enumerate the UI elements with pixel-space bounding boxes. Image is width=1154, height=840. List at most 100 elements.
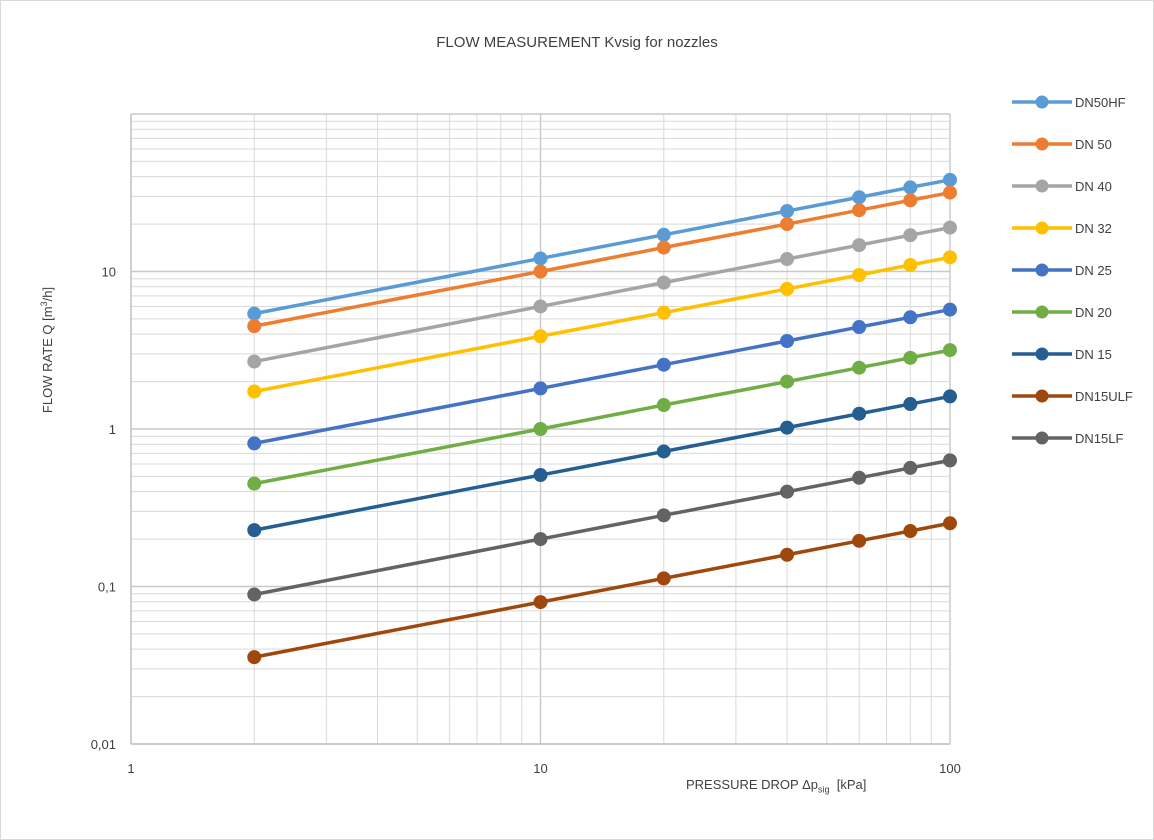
data-point	[780, 420, 795, 435]
data-point	[903, 180, 918, 195]
data-point	[247, 476, 262, 491]
y-axis-label-suffix: /h]	[40, 286, 56, 302]
data-point	[247, 384, 262, 399]
data-point	[852, 320, 867, 335]
data-point	[943, 516, 957, 531]
data-point	[780, 204, 795, 219]
data-point	[533, 595, 548, 610]
x-axis-label: PRESSURE DROP Δpsig [kPa]	[686, 777, 866, 795]
data-point	[943, 389, 957, 404]
data-point	[533, 299, 548, 314]
data-point	[903, 524, 918, 539]
data-point	[852, 238, 867, 253]
data-point	[903, 257, 918, 272]
data-point	[943, 343, 957, 358]
data-point	[533, 264, 548, 279]
data-point	[247, 587, 262, 602]
data-point	[903, 397, 918, 412]
series-group	[247, 172, 957, 665]
data-point	[656, 227, 671, 242]
data-point	[780, 334, 795, 349]
legend-marker	[1035, 347, 1049, 361]
series-line	[253, 307, 951, 446]
x-tick-label: 1	[127, 761, 134, 776]
data-point	[852, 406, 867, 421]
legend-label: DN50HF	[1075, 95, 1126, 110]
data-point	[656, 240, 671, 255]
legend-marker	[1035, 263, 1049, 277]
axes: 1 10 100 0,01 0,1 1 10	[91, 114, 961, 776]
x-axis-label-prefix: PRESSURE DROP Δp	[686, 777, 818, 792]
y-axis-label-prefix: FLOW RATE Q [m	[40, 306, 56, 414]
data-point	[533, 329, 548, 344]
y-axis-label-sup: 3	[38, 301, 49, 307]
legend-marker	[1035, 305, 1049, 319]
legend-label: DN15ULF	[1075, 389, 1133, 404]
data-point	[533, 422, 548, 436]
data-point	[852, 470, 867, 485]
data-point	[533, 251, 548, 266]
data-point	[247, 436, 262, 451]
data-point	[852, 360, 867, 375]
data-point	[247, 354, 262, 369]
data-point	[533, 468, 548, 483]
data-point	[656, 444, 671, 459]
data-point	[656, 275, 671, 290]
data-point	[247, 523, 262, 538]
legend-marker	[1035, 389, 1049, 403]
data-point	[903, 228, 918, 243]
data-point	[656, 398, 671, 413]
data-point	[247, 650, 262, 665]
data-point	[852, 268, 867, 283]
legend-marker	[1035, 431, 1049, 445]
data-point	[656, 508, 671, 523]
data-point	[780, 281, 795, 296]
data-point	[533, 381, 548, 396]
data-point	[852, 203, 867, 218]
legend-label: DN15LF	[1075, 431, 1123, 446]
legend-marker	[1035, 221, 1049, 235]
data-point	[780, 217, 795, 232]
data-point	[852, 190, 867, 205]
data-point	[780, 374, 795, 389]
legend-marker	[1035, 179, 1049, 193]
data-point	[656, 357, 671, 372]
legend: DN50HF DN 50 DN 40 DN 32 DN 25 DN 20 DN 15 DN15…	[1012, 95, 1133, 446]
x-tick-label: 10	[533, 761, 547, 776]
data-point	[903, 193, 918, 208]
data-point	[943, 453, 957, 468]
data-point	[247, 306, 262, 321]
data-point	[943, 220, 957, 235]
y-tick-label: 10	[102, 265, 116, 280]
legend-label: DN 15	[1075, 347, 1112, 362]
legend-label: DN 32	[1075, 221, 1112, 236]
legend-label: DN 25	[1075, 263, 1112, 278]
data-point	[903, 460, 918, 475]
legend-marker	[1035, 95, 1049, 109]
x-axis-label-sub: sig	[817, 784, 830, 795]
x-tick-label: 100	[939, 761, 961, 776]
data-point	[780, 484, 795, 499]
data-point	[247, 319, 262, 334]
data-point	[943, 302, 957, 317]
legend-label: DN 50	[1075, 137, 1112, 152]
legend-label: DN 20	[1075, 305, 1112, 320]
y-axis-label: FLOW RATE Q [m3/h]	[39, 287, 55, 413]
legend-label: DN 40	[1075, 179, 1112, 194]
data-point	[943, 172, 957, 187]
data-point	[943, 250, 957, 265]
data-point	[533, 532, 548, 547]
data-point	[903, 310, 918, 325]
data-point	[903, 350, 918, 365]
x-axis-label-suffix: [kPa]	[829, 777, 867, 792]
legend-marker	[1035, 137, 1049, 151]
series-line	[253, 458, 951, 597]
y-tick-label: 1	[109, 422, 116, 437]
data-point	[852, 533, 867, 548]
y-tick-label: 0,01	[91, 737, 116, 752]
data-point	[943, 185, 957, 200]
data-point	[780, 252, 795, 267]
data-point	[780, 547, 795, 562]
